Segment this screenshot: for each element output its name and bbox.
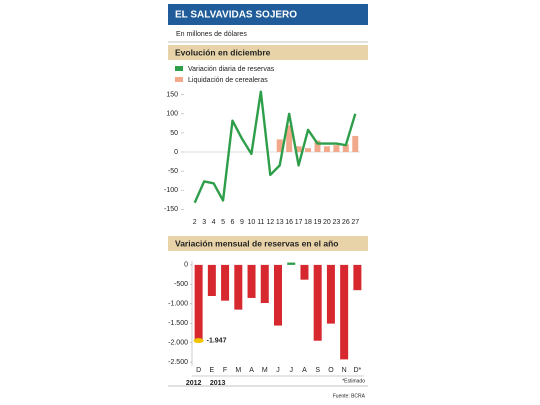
year-label: 2013: [210, 380, 226, 387]
y-tick-label: -150: [164, 206, 178, 213]
bar: [234, 264, 243, 310]
marker: [193, 338, 204, 344]
x-tick-label: A: [302, 367, 307, 374]
bar: [194, 264, 203, 341]
bar: [276, 139, 283, 152]
note: *Estimado: [342, 378, 365, 384]
x-tick-label: F: [223, 367, 227, 374]
x-tick-label: A: [249, 367, 254, 374]
source: Fuente: BCRA: [333, 393, 366, 399]
x-tick-label: 11: [257, 219, 264, 226]
bar: [295, 146, 302, 152]
section-title: Evolución en diciembre: [175, 47, 271, 57]
y-tick-label: -100: [164, 187, 178, 194]
value-label: -1.947: [207, 337, 227, 344]
x-tick-label: 9: [240, 219, 244, 226]
legend-label: Variación diaria de reservas: [188, 66, 275, 73]
x-tick-label: S: [315, 367, 320, 374]
y-tick-label: -50: [168, 168, 178, 175]
bar: [353, 264, 362, 291]
x-tick-label: 23: [332, 219, 340, 226]
title-bar: [168, 4, 368, 25]
x-tick-label: 27: [351, 219, 359, 226]
bar: [207, 264, 216, 296]
x-tick-label: 26: [342, 219, 350, 226]
x-tick-label: 16: [285, 219, 293, 226]
x-tick-label: 17: [295, 219, 303, 226]
x-tick-label: M: [235, 367, 241, 374]
x-tick-label: J: [276, 367, 280, 374]
bar: [333, 145, 340, 152]
bar: [323, 146, 330, 152]
y-tick-label: -2.500: [168, 359, 188, 366]
x-tick-label: 13: [276, 219, 284, 226]
bar: [313, 264, 322, 341]
bar: [260, 264, 269, 303]
bar: [274, 264, 282, 326]
x-tick-label: 3: [202, 219, 206, 226]
legend-swatch: [175, 77, 183, 82]
section-title: Variación mensual de reservas en el año: [175, 238, 338, 248]
y-tick-label: -2.000: [168, 340, 188, 347]
y-tick-label: 150: [166, 92, 178, 99]
year-label: 2012: [186, 380, 202, 387]
y-tick-label: 0: [174, 149, 178, 156]
x-tick-label: 12: [266, 219, 274, 226]
bar: [287, 262, 296, 265]
bar: [326, 264, 335, 324]
x-tick-label: 2: [193, 219, 197, 226]
x-tick-label: 6: [231, 219, 235, 226]
bar: [314, 140, 321, 152]
x-tick-label: 20: [323, 219, 331, 226]
x-tick-label: J: [289, 367, 293, 374]
bar: [340, 264, 349, 360]
bar: [247, 264, 256, 298]
bar: [286, 125, 293, 152]
x-tick-label: 5: [221, 219, 225, 226]
x-tick-label: D: [196, 367, 201, 374]
y-tick-label: 0: [184, 262, 188, 269]
bar: [221, 264, 230, 301]
x-tick-label: N: [342, 367, 347, 374]
bar: [305, 148, 312, 152]
section-bar: [168, 45, 368, 60]
x-tick-label: 19: [314, 219, 322, 226]
subtitle: En millones de dólares: [176, 31, 247, 38]
legend-label: Liquidación de cerealeras: [188, 77, 268, 84]
title: EL SALVAVIDAS SOJERO: [175, 10, 297, 21]
x-tick-label: 18: [304, 219, 312, 226]
y-tick-label: 50: [170, 130, 178, 137]
x-tick-label: E: [210, 367, 215, 374]
y-tick-label: -1.000: [168, 301, 188, 308]
x-tick-label: M: [262, 367, 268, 374]
x-tick-label: 4: [212, 219, 216, 226]
bar: [352, 135, 359, 152]
x-tick-label: O: [328, 367, 334, 374]
x-tick-label: 10: [247, 219, 255, 226]
bar: [300, 264, 309, 280]
y-tick-label: 100: [166, 111, 178, 118]
y-tick-label: -500: [174, 281, 188, 288]
line: [193, 90, 357, 204]
x-tick-label: D*: [353, 367, 361, 374]
section-bar: [168, 236, 368, 251]
bar: [342, 144, 349, 152]
y-tick-label: -1.500: [168, 320, 188, 327]
legend-swatch: [175, 66, 183, 71]
